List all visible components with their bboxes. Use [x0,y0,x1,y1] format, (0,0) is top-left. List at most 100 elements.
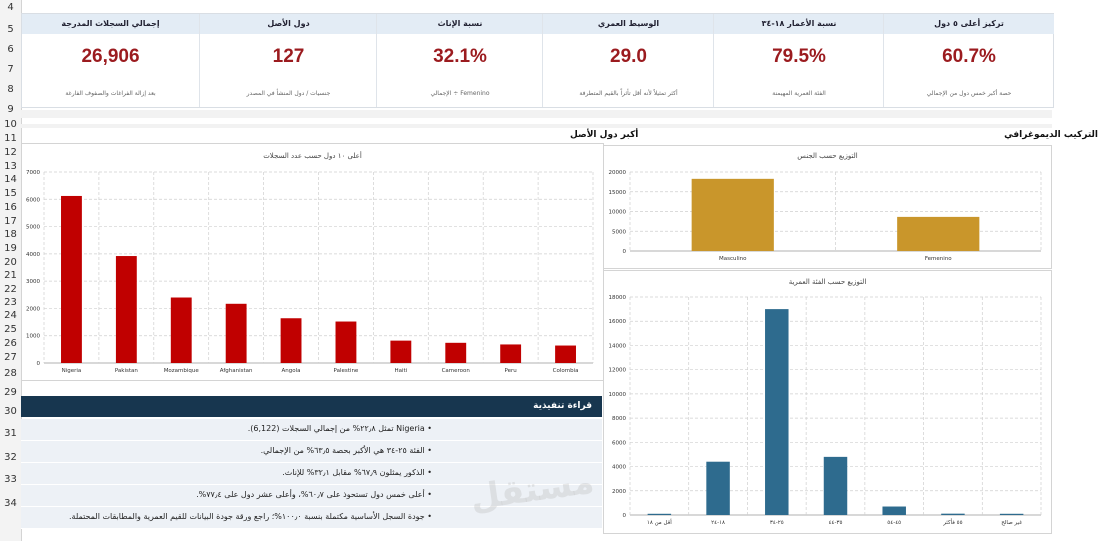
row-number[interactable]: 26 [4,338,17,349]
row-number[interactable]: 10 [4,119,17,130]
note-text: • الفئة ٢٥-٣٤ هي الأكبر بحصة ٦٣٫٥% من ال… [260,446,432,455]
section-title-demographics: التركيب الديموغرافي [1004,130,1098,140]
kpi-subtitle: الفئة العمرية المهيمنة [772,90,826,97]
kpi-title: تركيز أعلى ٥ دول [884,14,1054,34]
row-number[interactable]: 13 [4,161,17,172]
row-number[interactable]: 9 [7,104,14,115]
row-number[interactable]: 27 [4,352,17,363]
row-number[interactable]: 8 [7,84,14,95]
chart-title: أعلى ١٠ دول حسب عدد السجلات [263,152,362,160]
chart-age-groups-svg: 0 2000 4000 6000 8000 10000 12000 14000 16000 180… [609,295,1042,526]
bar [115,256,137,363]
y-tick-label: 6000 [26,197,40,203]
x-tick-label: Mozambique [164,368,200,374]
bar [999,513,1024,515]
y-tick-label: 0 [37,361,41,367]
notes-header: قراءة تنفيذية [21,396,602,417]
y-tick-label: 12000 [609,368,627,374]
row-number[interactable]: 34 [4,498,17,509]
row-number[interactable]: 31 [4,428,17,439]
y-tick-label: 0 [623,513,627,519]
x-tick-label: Haiti [394,368,407,374]
x-tick-label: Masculino [719,256,747,262]
row-number[interactable]: 29 [4,387,17,398]
kpi-title: نسبة الأعمار ١٨-٣٤ [714,14,884,34]
kpi-subtitle: بعد إزالة الفراغات والصفوف الفارغة [65,90,156,97]
row-number[interactable]: 6 [7,44,14,55]
x-tick-label: Colombia [553,368,579,374]
y-tick-label: 20000 [609,170,627,176]
chart-age-groups[interactable]: التوزيع حسب الفئة العمرية 0 2000 4000 6000 8… [603,270,1052,534]
x-tick-label: Nigeria [62,368,82,374]
bar [941,513,965,515]
bar [706,461,730,515]
row-number[interactable]: 23 [4,297,17,308]
kpi-card: الوسيط العمري 29.0 أكثر تمثيلاً لأنه أقل ت… [542,14,714,107]
y-tick-label: 1000 [26,334,40,340]
note-row: • الذكور يمثلون ٦٧٫٩% مقابل ٣٢٫١% للإناث… [21,463,602,485]
row-number[interactable]: 25 [4,324,17,335]
section-title-origin: أكبر دول الأصل [570,130,639,140]
y-tick-label: 8000 [612,416,626,422]
y-tick-label: 3000 [26,279,40,285]
x-tick-label: Angola [282,368,301,374]
row-number[interactable]: 11 [4,133,17,144]
row-number[interactable]: 33 [4,474,17,485]
row-number[interactable]: 28 [4,368,17,379]
row-number[interactable]: 32 [4,452,17,463]
bar [765,309,789,515]
y-tick-label: 2000 [612,489,626,495]
row-number[interactable]: 17 [4,216,17,227]
y-tick-label: 14000 [609,343,627,349]
bar [61,195,82,363]
x-tick-label: Palestine [334,368,359,374]
x-tick-label: ٥٥ فأكثر [942,518,962,526]
y-tick-label: 2000 [26,306,40,312]
kpi-card: تركيز أعلى ٥ دول 60.7% حصة أكبر خمس دول من… [883,14,1054,107]
kpi-title: دول الأصل [200,14,377,34]
x-tick-label: Peru [505,368,517,374]
chart-top-countries[interactable]: أعلى ١٠ دول حسب عدد السجلات 0 1000 2000 300… [21,143,604,381]
row-number[interactable]: 15 [4,188,17,199]
kpi-title: إجمالي السجلات المدرجة [22,14,199,34]
row-number[interactable]: 5 [7,24,14,35]
row-number[interactable]: 24 [4,310,17,321]
row-number[interactable]: 18 [4,229,17,240]
kpi-subtitle: جنسيات / دول المنشأ في المصدر [246,90,331,97]
row-number[interactable]: 20 [4,257,17,268]
kpi-subtitle: حصة أكبر خمس دول من الإجمالي [926,90,1012,97]
kpi-title: نسبة الإناث [377,14,543,34]
note-row: • الفئة ٢٥-٣٤ هي الأكبر بحصة ٦٣٫٥% من ال… [21,441,602,463]
bar [280,318,302,363]
row-number[interactable]: 4 [7,2,14,13]
chart-gender[interactable]: التوزيع حسب الجنس 0 5000 10000 15000 20000 Ma… [603,145,1052,269]
chart-top-countries-svg: 0 1000 2000 3000 4000 5000 6000 7000 Nigeria Paki… [26,170,594,374]
bar [691,178,774,251]
x-tick-label: غير صالح [1001,520,1022,526]
row-number[interactable]: 7 [7,64,14,75]
note-text: • Nigeria تمثل ٢٢٫٨% من إجمالي السجلات (… [247,424,432,433]
chart-title: التوزيع حسب الجنس [797,152,858,160]
row-number[interactable]: 16 [4,202,17,213]
kpi-value: 29.0 [610,46,647,67]
chart-gender-svg: 0 5000 10000 15000 20000 Masculino Femenino [609,170,1042,262]
bar [897,216,980,251]
chart-title: التوزيع حسب الفئة العمرية [788,278,867,286]
row-number[interactable]: 22 [4,284,17,295]
bar [390,340,412,363]
bar [500,344,522,363]
note-text: • أعلى خمس دول تستحوذ على ٦٠٫٧%، وأعلى ع… [196,490,432,499]
separator-row [21,110,1052,118]
separator-row [21,124,1052,128]
note-row: • أعلى خمس دول تستحوذ على ٦٠٫٧%، وأعلى ع… [21,485,602,507]
row-number[interactable]: 19 [4,243,17,254]
kpi-value: 26,906 [81,46,140,67]
row-number[interactable]: 21 [4,270,17,281]
row-number[interactable]: 12 [4,147,17,158]
x-tick-label: Cameroon [442,368,471,374]
row-number[interactable]: 30 [4,406,17,417]
y-tick-label: 5000 [26,225,40,231]
row-number[interactable]: 14 [4,174,17,185]
bar [445,342,467,363]
note-text: • الذكور يمثلون ٦٧٫٩% مقابل ٣٢٫١% للإناث… [282,468,432,477]
